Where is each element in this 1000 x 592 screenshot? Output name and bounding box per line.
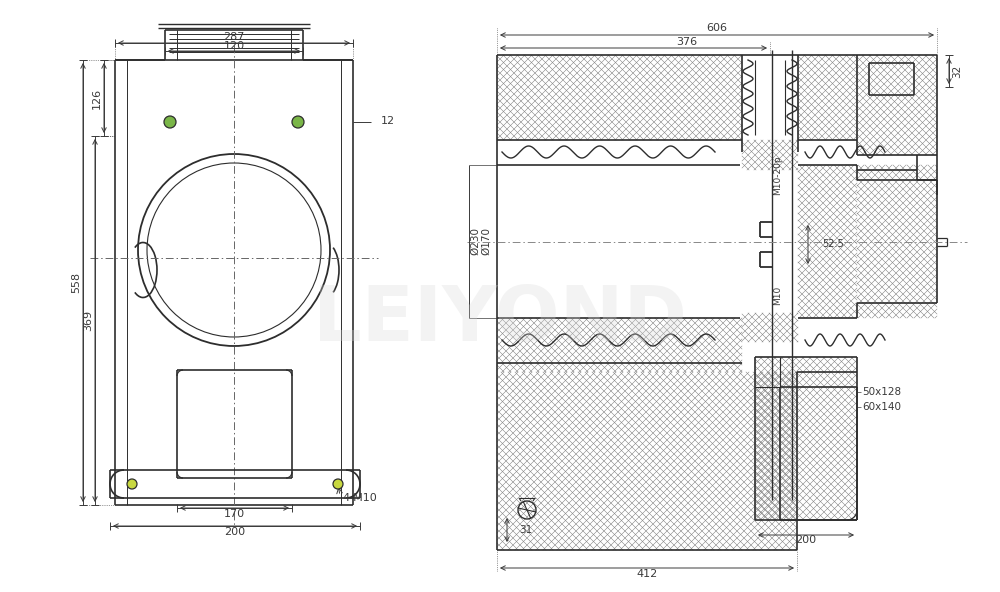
Text: M10: M10: [773, 285, 782, 305]
Text: LEIYOND: LEIYOND: [313, 283, 687, 357]
Text: 31: 31: [519, 525, 532, 535]
Text: 412: 412: [636, 569, 658, 579]
Text: 369: 369: [83, 310, 93, 331]
Text: 126: 126: [92, 88, 102, 108]
Text: 287: 287: [223, 32, 245, 42]
Text: 200: 200: [795, 535, 817, 545]
Circle shape: [127, 479, 137, 489]
Text: 558: 558: [71, 272, 81, 293]
Text: 60x140: 60x140: [862, 402, 901, 412]
Text: Ø170: Ø170: [481, 227, 491, 255]
Text: 376: 376: [676, 37, 698, 47]
Text: 120: 120: [223, 41, 245, 51]
Text: 170: 170: [224, 509, 245, 519]
Text: 200: 200: [224, 527, 246, 537]
Text: 12: 12: [381, 116, 395, 126]
Text: 50x128: 50x128: [862, 387, 901, 397]
Circle shape: [333, 479, 343, 489]
Text: 32: 32: [952, 65, 962, 78]
Circle shape: [164, 116, 176, 128]
Circle shape: [292, 116, 304, 128]
Text: 606: 606: [706, 23, 728, 33]
Text: Ø230: Ø230: [470, 227, 480, 255]
Text: 52.5: 52.5: [822, 239, 844, 249]
Text: 4-M10: 4-M10: [342, 493, 377, 503]
Text: M10-20p: M10-20p: [773, 155, 782, 195]
